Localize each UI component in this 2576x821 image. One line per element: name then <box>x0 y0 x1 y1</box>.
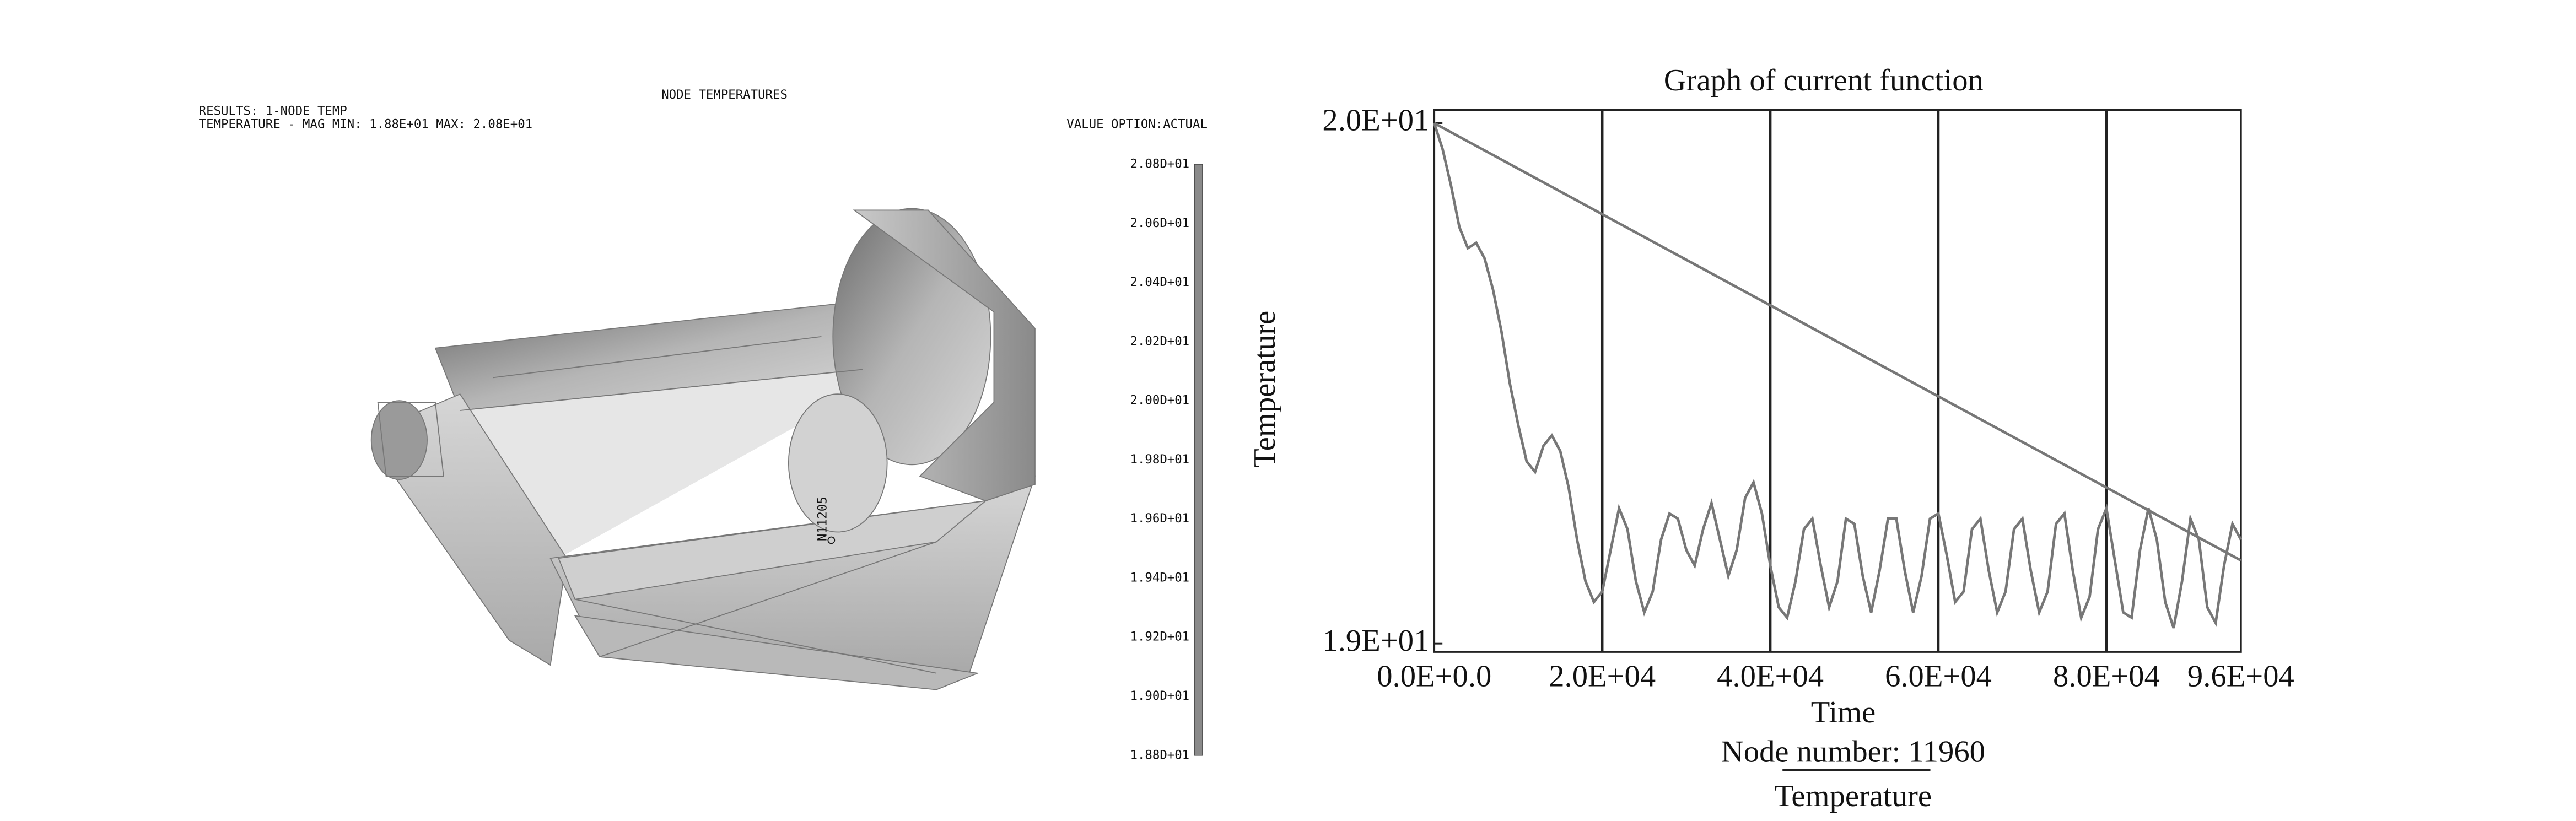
colorbar-label: 2.00D+01 <box>1130 393 1190 408</box>
colorbar <box>1194 164 1203 756</box>
colorbar-label: 1.94D+01 <box>1130 570 1190 585</box>
series-line <box>1433 122 2243 629</box>
colorbar-label: 1.88D+01 <box>1130 748 1190 762</box>
colorbar-label: 1.96D+01 <box>1130 511 1190 526</box>
colorbar-label: 2.04D+01 <box>1130 275 1190 289</box>
x-tick-label: 4.0E+04 <box>1717 660 1824 694</box>
colorbar-labels: 2.08D+01 2.06D+01 2.04D+01 2.02D+01 2.00D+01… <box>1130 157 1190 763</box>
plot-frame <box>1433 109 2242 653</box>
colorbar-label: 2.08D+01 <box>1130 157 1190 171</box>
fea-value-option: VALUE OPTION:ACTUAL <box>1066 117 1208 131</box>
fea-title: NODE TEMPERATURES <box>661 88 788 102</box>
x-axis-label: Time <box>1811 695 1876 730</box>
colorbar-label: 1.90D+01 <box>1130 689 1190 703</box>
fea-range: TEMPERATURE - MAG MIN: 1.88E+01 MAX: 2.0… <box>199 117 532 131</box>
x-tick-label: 8.0E+04 <box>2053 660 2160 694</box>
y-tick-label: 1.9E+01 <box>1322 624 1429 658</box>
colorbar-label: 2.02D+01 <box>1130 334 1190 348</box>
fea-model <box>370 208 1036 690</box>
series-line <box>1433 122 2242 562</box>
x-tick-label: 0.0E+0.0 <box>1377 660 1491 694</box>
x-tick-label: 9.6E+04 <box>2187 660 2294 694</box>
colorbar-label: 2.06D+01 <box>1130 216 1190 230</box>
subtitle: Node number: 11960 <box>1721 735 1985 769</box>
y-tick-label: 2.0E+01 <box>1322 104 1429 138</box>
legend-entry: Temperature <box>1775 779 1932 813</box>
plot: 1.9E+01 2.0E+01 0.0E+0.0 2.0E+04 4.0E+04 6.0E… <box>1322 104 2294 694</box>
node-label: N11205 <box>815 496 829 541</box>
x-tick-label: 6.0E+04 <box>1885 660 1992 694</box>
chart-title: Graph of current function <box>1664 63 1984 98</box>
y-axis-label: Temperature <box>1248 311 1282 468</box>
colorbar-label: 1.98D+01 <box>1130 452 1190 467</box>
fea-results: RESULTS: 1-NODE TEMP <box>199 104 347 118</box>
colorbar-label: 1.92D+01 <box>1130 630 1190 644</box>
x-tick-label: 2.0E+04 <box>1549 660 1656 694</box>
